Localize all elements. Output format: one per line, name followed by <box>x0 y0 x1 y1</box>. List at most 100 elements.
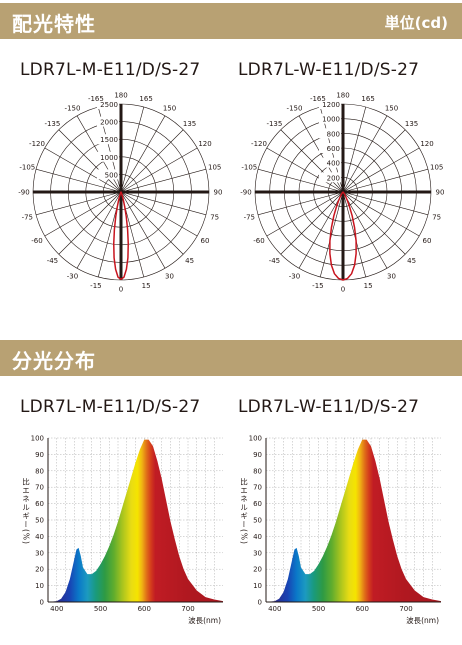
light-distribution-curve <box>329 191 357 281</box>
spectrum-y-tick-label: 100 <box>31 435 44 443</box>
polar-grid-spoke <box>120 106 145 193</box>
polar-angle-tick-label: -105 <box>19 163 35 171</box>
polar-grid-spoke <box>298 191 344 269</box>
polar-angle-tick-label: 135 <box>183 120 196 128</box>
spectrum-y-tick-label: 70 <box>253 484 262 492</box>
polar-grid-spoke <box>342 191 429 216</box>
polar-grid-spoke <box>342 106 367 193</box>
spectrum-y-tick-label: 90 <box>35 451 44 459</box>
spectrum-y-tick-label: 80 <box>35 467 44 475</box>
polar-angle-tick-label: 30 <box>165 273 174 281</box>
spectrum-x-axis-label: 波長(nm) <box>406 615 439 625</box>
spectrum-y-tick-label: 10 <box>253 582 262 590</box>
polar-radial-tick-label: 600 <box>327 145 340 153</box>
polar-radial-label-bg <box>97 116 119 127</box>
polar-angle-tick-label: -60 <box>31 237 42 245</box>
polar-grid-spoke <box>120 168 207 193</box>
spectrum-y-tick-label: 40 <box>35 533 44 541</box>
light-distribution-header: 配光特性 単位(cd) <box>0 3 462 39</box>
polar-radial-tick-label: 200 <box>327 174 340 182</box>
polar-angle-tick-label: 135 <box>405 120 418 128</box>
polar-angle-tick-label: 30 <box>387 273 396 281</box>
polar-grid-spoke <box>280 191 344 255</box>
polar-grid-spoke <box>120 191 166 269</box>
polar-radial-label-bg <box>97 169 119 180</box>
section-title-spectrum: 分光分布 <box>12 349 96 373</box>
spectrum-chart-1-title: LDR7L-M-E11/D/S-27 <box>20 397 201 417</box>
polar-angle-tick-label: 150 <box>163 104 176 112</box>
spectrum-y-tick-label: 20 <box>253 566 262 574</box>
polar-grid-spoke <box>342 191 388 269</box>
polar-angle-tick-label: 0 <box>119 286 123 294</box>
polar-angle-tick-label: 60 <box>201 237 210 245</box>
spectrum-y-tick-label: 10 <box>35 582 44 590</box>
polar-grid-spoke <box>120 115 166 193</box>
polar-grid-spoke <box>120 191 184 255</box>
polar-angle-tick-label: -45 <box>47 257 58 265</box>
polar-grid-spoke <box>120 147 198 193</box>
polar-radial-label-bg <box>319 128 341 139</box>
polar-radial-tick-label: 1000 <box>100 154 118 162</box>
spectrum-y-tick-label: 50 <box>253 517 262 525</box>
polar-radial-label-bg <box>319 172 341 183</box>
spectrum-chart-2-title: LDR7L-W-E11/D/S-27 <box>238 397 420 417</box>
polar-radial-tick-label: 2000 <box>100 119 118 127</box>
polar-radial-tick-label: 2500 <box>100 101 118 109</box>
spectrum-x-tick-label: 500 <box>94 605 107 613</box>
polar-radial-label-bg <box>319 113 341 124</box>
polar-angle-tick-label: -135 <box>266 120 282 128</box>
polar-radial-tick-label: 1000 <box>322 116 340 124</box>
polar-grid-spoke <box>120 191 198 237</box>
polar-grid-spoke <box>342 191 406 255</box>
spectrum-x-tick-label: 600 <box>356 605 369 613</box>
polar-radial-tick-label: 1200 <box>322 101 340 109</box>
polar-angle-tick-label: 105 <box>208 163 221 171</box>
polar-radial-label-bg <box>319 157 341 168</box>
spectrum-area <box>266 439 441 602</box>
spectrum-x-tick-label: 400 <box>50 605 63 613</box>
section-title-light-distribution: 配光特性 <box>12 12 96 36</box>
light-distribution-curve <box>113 191 129 281</box>
polar-grid-spoke <box>44 147 122 193</box>
polar-angle-tick-label: -150 <box>287 104 303 112</box>
spectrum-x-tick-label: 500 <box>312 605 325 613</box>
spectrum-y-axis-label: 比エネルギー(%) <box>21 477 30 545</box>
spectrum-y-tick-label: 50 <box>35 517 44 525</box>
polar-chart-1-title: LDR7L-M-E11/D/S-27 <box>20 60 201 80</box>
polar-grid-spoke <box>58 129 122 193</box>
polar-angle-tick-label: -90 <box>18 189 29 197</box>
polar-grid-spoke <box>342 115 388 193</box>
spectrum-y-tick-label: 20 <box>35 566 44 574</box>
spectrum-x-tick-label: 700 <box>181 605 194 613</box>
polar-angle-tick-label: 165 <box>361 95 374 103</box>
spectrum-y-tick-label: 30 <box>253 549 262 557</box>
spectrum-y-tick-label: 60 <box>35 500 44 508</box>
polar-angle-tick-label: -15 <box>312 282 323 290</box>
polar-angle-tick-label: 120 <box>198 140 211 148</box>
polar-angle-tick-label: -30 <box>289 273 300 281</box>
polar-radial-tick-label: 800 <box>327 130 340 138</box>
spectrum-chart-m: 0 10 20 30 40 50 60 70 80 90 100 400 500 600 700 波長(nm)… <box>21 435 223 625</box>
polar-radial-tick-label: 1500 <box>100 136 118 144</box>
polar-angle-tick-label: 60 <box>423 237 432 245</box>
polar-grid-spoke <box>266 147 344 193</box>
polar-chart-m: 5001000150020002500165150135120105907560… <box>18 92 223 294</box>
spectrum-x-axis-label: 波長(nm) <box>188 615 221 625</box>
polar-angle-tick-label: -30 <box>67 273 78 281</box>
polar-angle-tick-label: 165 <box>139 95 152 103</box>
spectrum-y-tick-label: 60 <box>253 500 262 508</box>
spectrum-y-tick-label: 100 <box>249 435 262 443</box>
spectrum-y-tick-label: 70 <box>35 484 44 492</box>
spectrum-y-tick-label: 0 <box>40 599 44 607</box>
polar-grid-spoke <box>76 191 122 269</box>
polar-radial-label-bg <box>97 151 119 162</box>
polar-grid-spoke <box>266 191 344 237</box>
polar-radial-label-bg <box>319 143 341 153</box>
polar-angle-tick-label: -120 <box>251 140 267 148</box>
polar-angle-tick-label: 75 <box>210 214 219 222</box>
polar-grid-spoke <box>120 129 184 193</box>
polar-grid-spoke <box>257 168 344 193</box>
polar-grid-spoke <box>342 191 420 237</box>
polar-grid-spoke <box>342 147 420 193</box>
polar-angle-tick-label: 90 <box>214 189 223 197</box>
